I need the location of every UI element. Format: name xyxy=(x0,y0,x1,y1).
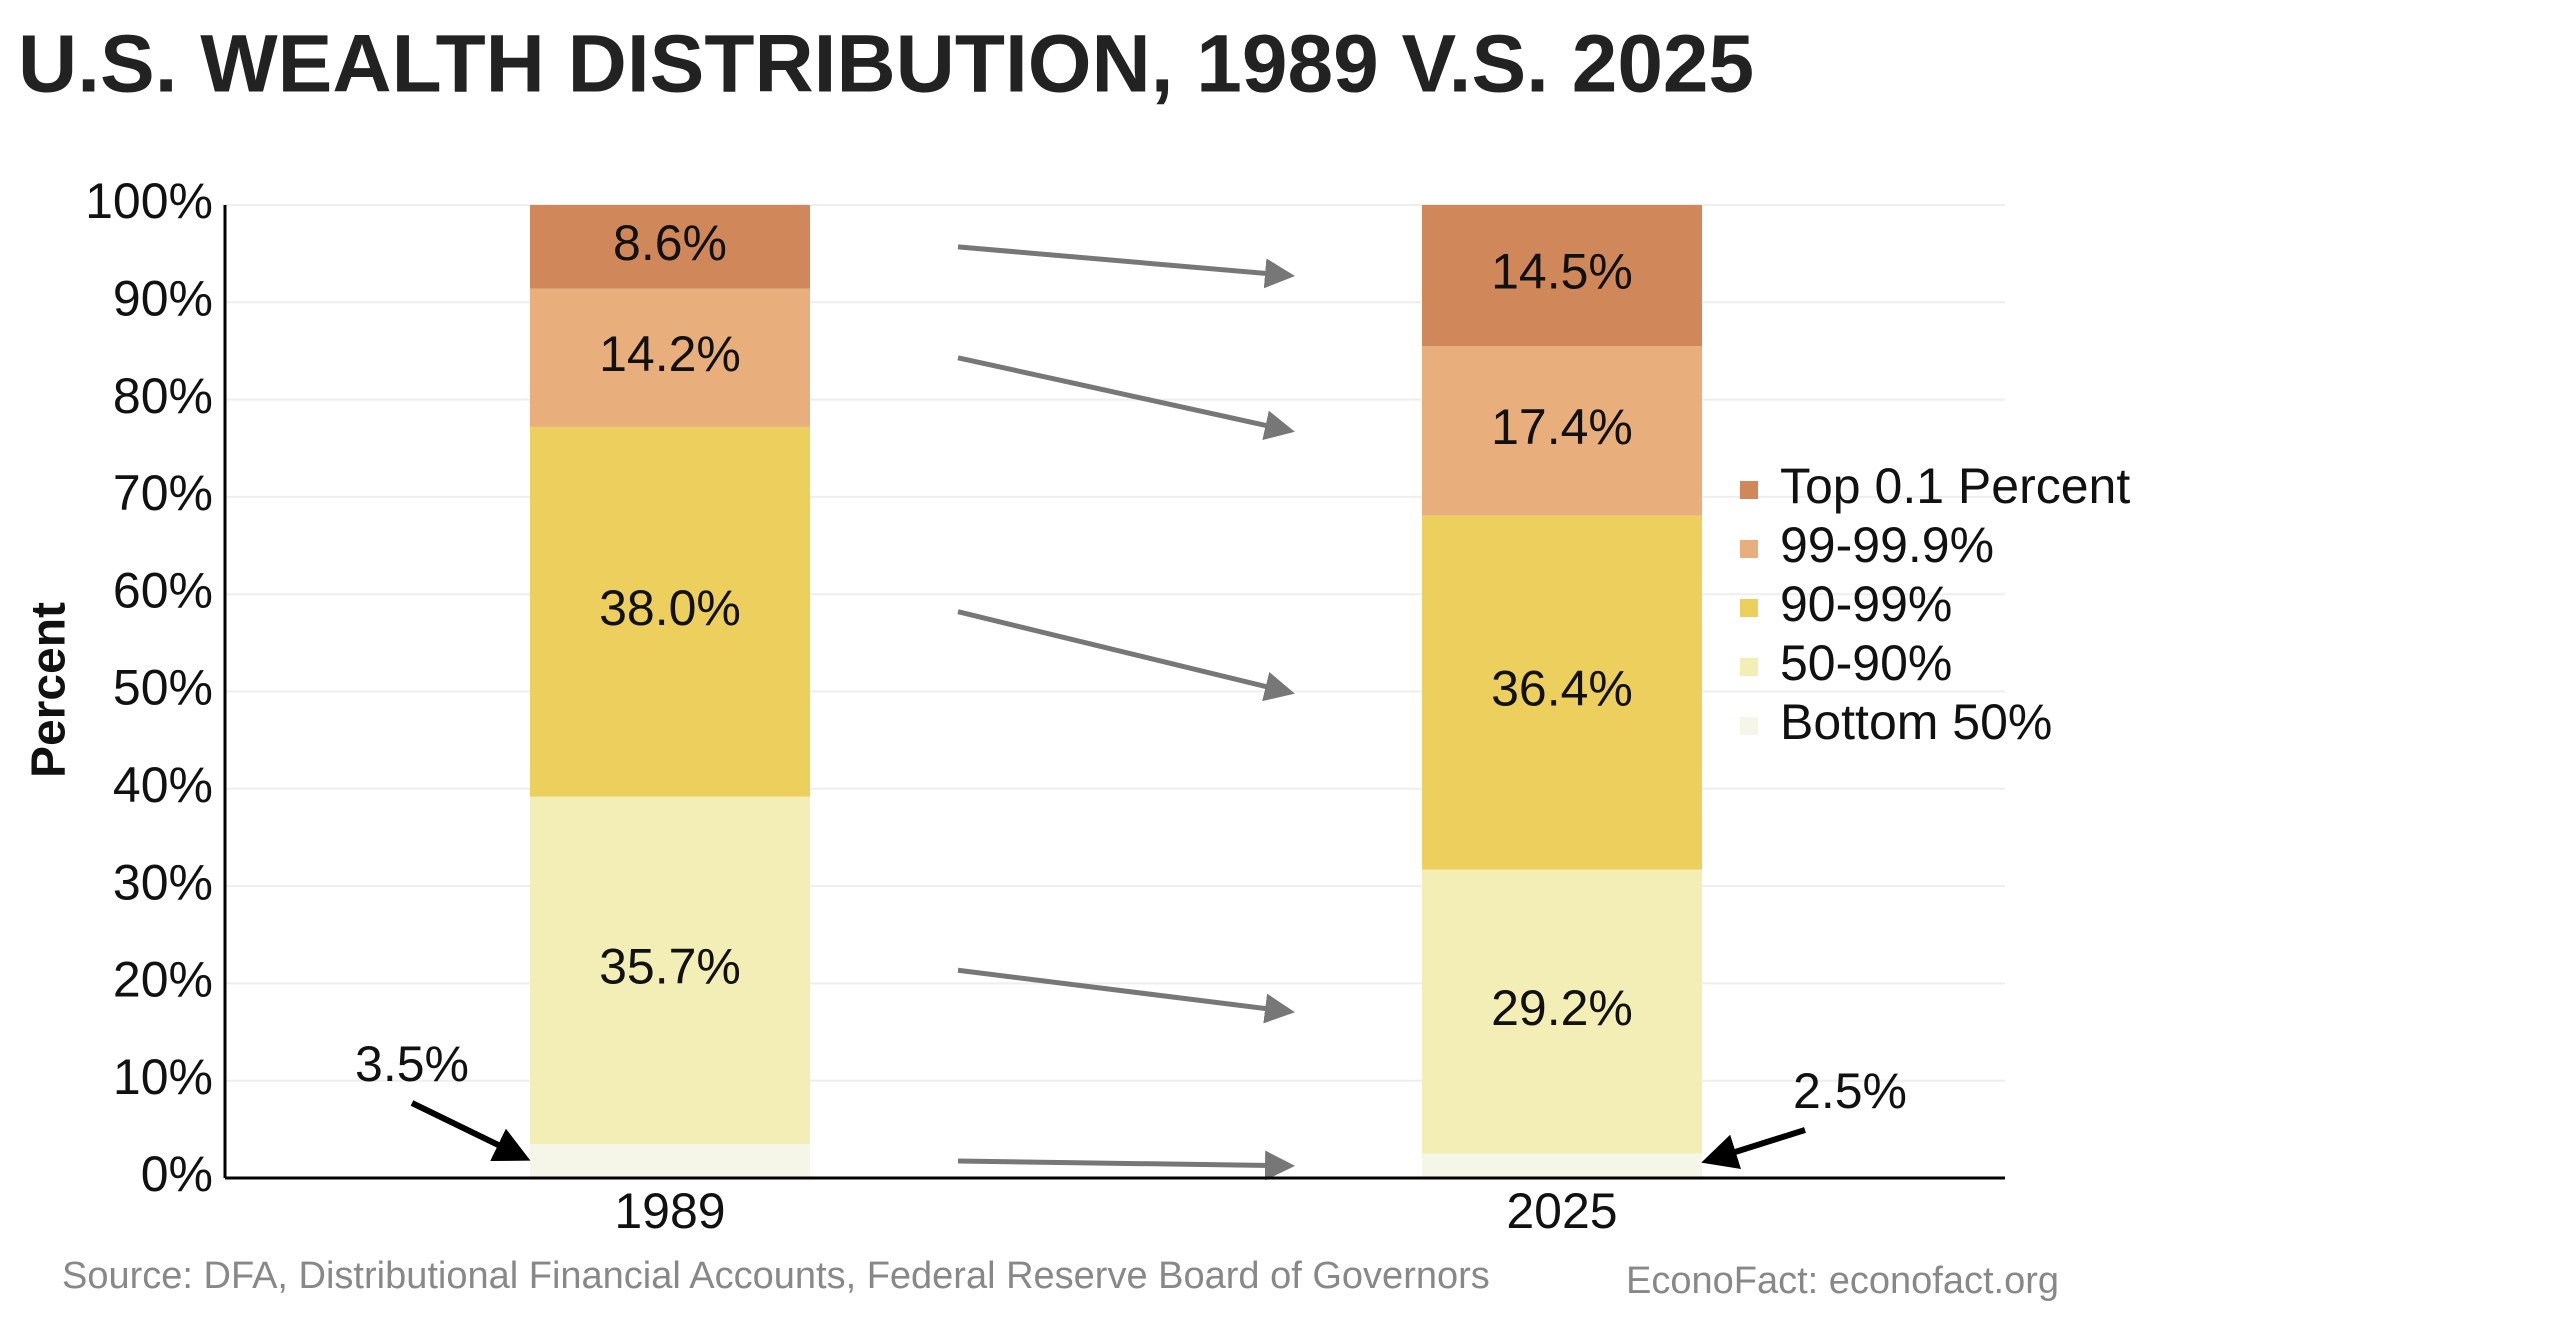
legend-label: 99-99.9% xyxy=(1780,517,1994,573)
bar-segment xyxy=(1422,869,1702,1154)
bar-segment xyxy=(530,426,810,797)
value-label: 38.0% xyxy=(599,580,741,636)
bar-segment xyxy=(530,1143,810,1178)
transition-arrow xyxy=(957,609,1295,702)
value-label: 17.4% xyxy=(1491,399,1633,455)
y-tick-label: 70% xyxy=(113,465,213,521)
value-label: 14.2% xyxy=(599,326,741,382)
x-tick-label: 1989 xyxy=(614,1183,725,1239)
legend-swatch xyxy=(1740,658,1758,676)
value-label: 36.4% xyxy=(1491,661,1633,717)
legend-swatch xyxy=(1740,481,1758,499)
legend-label: Top 0.1 Percent xyxy=(1780,458,2130,514)
bar-segment xyxy=(1422,515,1702,870)
transition-arrow xyxy=(957,1150,1295,1181)
transition-arrow xyxy=(957,355,1295,441)
y-tick-label: 40% xyxy=(113,757,213,813)
y-tick-label: 0% xyxy=(141,1146,213,1202)
legend-label: 90-99% xyxy=(1780,576,1952,632)
bar-segment xyxy=(1422,1153,1702,1178)
legend-label: 50-90% xyxy=(1780,635,1952,691)
value-label: 35.7% xyxy=(599,938,741,994)
y-tick-label: 30% xyxy=(113,854,213,910)
y-tick-label: 90% xyxy=(113,271,213,327)
annotation-arrow xyxy=(1701,1127,1806,1170)
x-tick-label: 2025 xyxy=(1506,1183,1617,1239)
value-label: 8.6% xyxy=(613,215,727,271)
y-tick-label: 80% xyxy=(113,368,213,424)
transition-arrow xyxy=(957,967,1295,1024)
value-label: 3.5% xyxy=(355,1036,469,1092)
source: Source: DFA, Distributional Financial Ac… xyxy=(62,1255,1490,1297)
bar-segment xyxy=(530,205,810,289)
transition-arrow xyxy=(957,244,1295,289)
bar-segment xyxy=(530,288,810,427)
chart-title: U.S. WEALTH DISTRIBUTION, 1989 V.S. 2025 xyxy=(18,19,1754,110)
bar-segment xyxy=(530,796,810,1144)
y-tick-label: 50% xyxy=(113,660,213,716)
y-tick-label: 10% xyxy=(113,1049,213,1105)
y-axis-label: Percent xyxy=(23,602,76,778)
legend-swatch xyxy=(1740,717,1758,735)
bar-segment xyxy=(1422,346,1702,516)
legend-swatch xyxy=(1740,540,1758,558)
annotation-arrow xyxy=(410,1100,531,1162)
credit: EconoFact: econofact.org xyxy=(1626,1260,2059,1302)
legend-label: Bottom 50% xyxy=(1780,694,2052,750)
bar-segment xyxy=(1422,205,1702,347)
legend-swatch xyxy=(1740,599,1758,617)
value-label: 14.5% xyxy=(1491,244,1633,300)
y-tick-label: 100% xyxy=(85,173,213,229)
y-tick-label: 60% xyxy=(113,562,213,618)
value-label: 29.2% xyxy=(1491,980,1633,1036)
value-label: 2.5% xyxy=(1793,1063,1907,1119)
y-tick-label: 20% xyxy=(113,952,213,1008)
